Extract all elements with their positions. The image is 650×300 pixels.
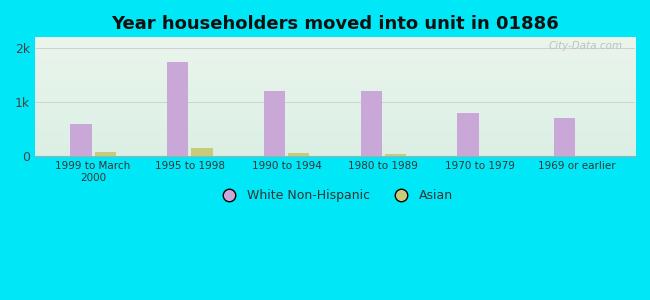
Title: Year householders moved into unit in 01886: Year householders moved into unit in 018… xyxy=(111,15,559,33)
Bar xyxy=(458,113,478,156)
Bar xyxy=(385,154,406,156)
Bar xyxy=(554,118,575,156)
Bar xyxy=(361,92,382,156)
Legend: White Non-Hispanic, Asian: White Non-Hispanic, Asian xyxy=(212,184,458,207)
Bar xyxy=(191,148,213,156)
Text: City-Data.com: City-Data.com xyxy=(549,41,623,51)
Bar xyxy=(70,124,92,156)
Bar xyxy=(264,92,285,156)
Bar xyxy=(94,152,116,156)
Bar xyxy=(288,153,309,156)
Bar xyxy=(167,62,188,156)
